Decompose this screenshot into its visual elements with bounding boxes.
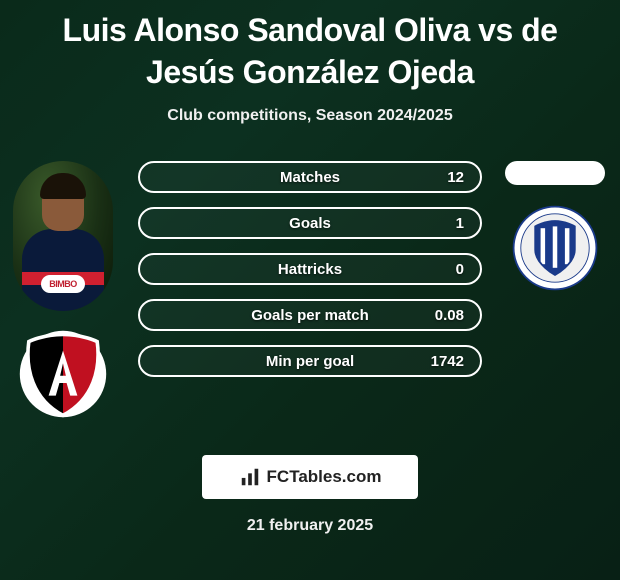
stat-row-goals: Goals 1: [138, 207, 482, 239]
stat-row-hattricks: Hattricks 0: [138, 253, 482, 285]
stat-label: Goals: [140, 215, 480, 232]
stat-label: Goals per match: [140, 307, 480, 324]
stat-row-matches: Matches 12: [138, 161, 482, 193]
club-logo-right: [510, 203, 600, 293]
stats-list: Matches 12 Goals 1 Hattricks 0 Goals per…: [138, 161, 482, 377]
right-player-column: [500, 161, 610, 293]
stat-label: Min per goal: [140, 353, 480, 370]
stat-label: Matches: [140, 169, 480, 186]
stat-label: Hattricks: [140, 261, 480, 278]
player-photo-left: BIMBO: [13, 161, 113, 311]
page-title: Luis Alonso Sandoval Oliva vs de Jesús G…: [0, 0, 620, 93]
chart-icon: [239, 466, 261, 488]
footer: FCTables.com 21 february 2025: [0, 455, 620, 535]
footer-date: 21 february 2025: [247, 517, 373, 535]
comparison-panel: BIMBO: [0, 155, 620, 425]
brand-label: FCTables.com: [267, 467, 382, 487]
stat-row-min-per-goal: Min per goal 1742: [138, 345, 482, 377]
club-logo-left: [18, 329, 108, 419]
stat-row-goals-per-match: Goals per match 0.08: [138, 299, 482, 331]
left-player-column: BIMBO: [8, 161, 118, 419]
jersey-sponsor-label: BIMBO: [41, 275, 85, 293]
player-photo-right-placeholder: [505, 161, 605, 185]
fctables-brand-link[interactable]: FCTables.com: [202, 455, 418, 499]
page-subtitle: Club competitions, Season 2024/2025: [0, 107, 620, 125]
